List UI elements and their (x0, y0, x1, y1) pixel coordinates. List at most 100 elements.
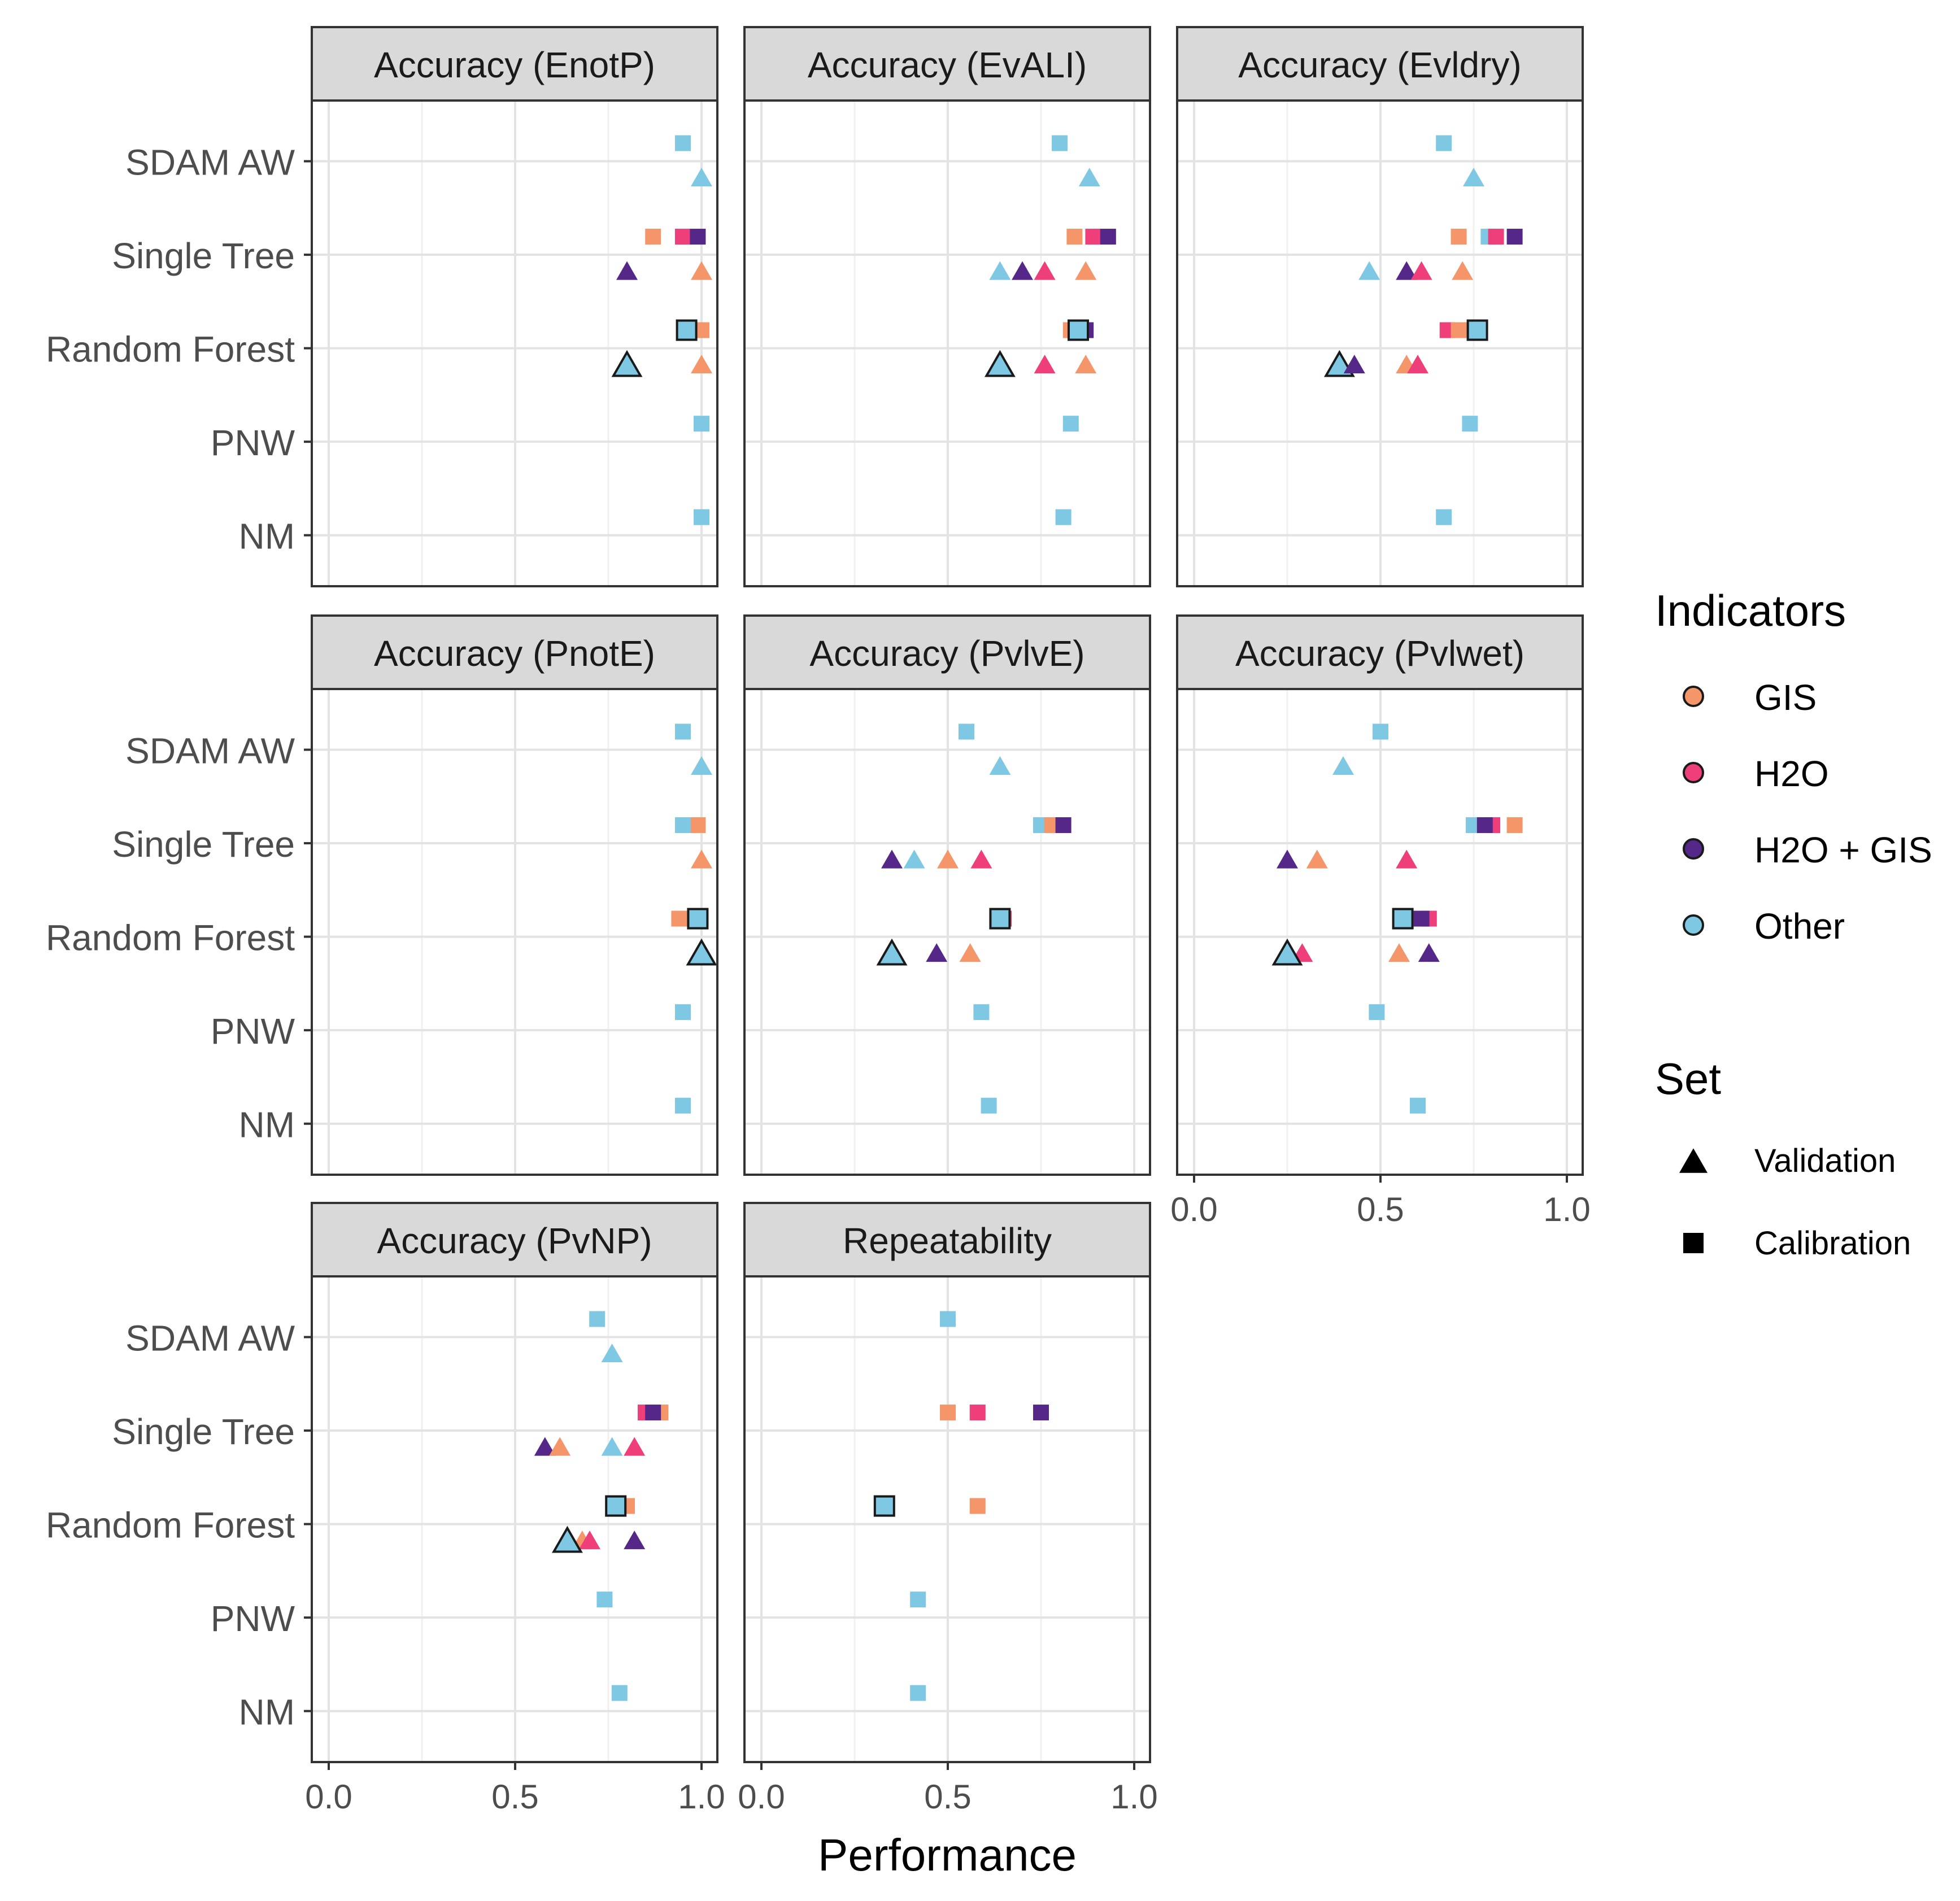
point-random-forest-calibration (605, 1495, 627, 1517)
point-single-tree-calibration (1066, 229, 1083, 245)
point-pnw-calibration (1462, 416, 1478, 432)
y-tick-label: Random Forest (46, 918, 295, 958)
point-single-tree-validation (691, 261, 712, 280)
point-sdam-aw-validation (989, 756, 1011, 775)
panel-1: Accuracy (EvALI) (743, 26, 1151, 587)
point-sdam-aw-calibration (1052, 135, 1068, 151)
point-single-tree-calibration (1506, 817, 1523, 834)
point-sdam-aw-validation (1332, 756, 1354, 775)
point-single-tree-validation (1396, 849, 1418, 869)
point-single-tree-validation (937, 849, 959, 869)
point-random-forest-validation (1075, 355, 1097, 374)
y-tick-label: Random Forest (46, 1505, 295, 1546)
point-random-forest-validation (1343, 355, 1365, 374)
legend-label: Other (1754, 906, 1845, 947)
point-random-forest-validation (1407, 355, 1428, 374)
panel-border (311, 688, 718, 1176)
point-single-tree-validation (601, 1437, 623, 1456)
x-tick-label: 0.5 (491, 1778, 538, 1816)
panel-strip (311, 614, 718, 690)
point-pnw-calibration (675, 1004, 691, 1021)
panel-title: Accuracy (PvlvE) (809, 633, 1084, 674)
point-random-forest-calibration (1451, 322, 1467, 338)
legend-label: Validation (1754, 1143, 1896, 1179)
point-sdam-aw-calibration (1373, 723, 1388, 740)
point-random-forest-calibration (989, 908, 1011, 930)
point-random-forest-validation (1418, 943, 1440, 962)
point-random-forest-calibration (687, 908, 709, 930)
point-single-tree-calibration (675, 229, 691, 245)
x-tick-label: 0.5 (1357, 1191, 1404, 1228)
panel-border (743, 99, 1151, 587)
point-single-tree-validation (1452, 261, 1474, 280)
x-tick-label: 1.0 (1110, 1778, 1157, 1816)
x-tick-label: 0.0 (305, 1778, 352, 1816)
y-tick-label: Single Tree (112, 1411, 295, 1452)
point-nm-calibration (675, 1097, 691, 1114)
point-sdam-aw-calibration (940, 1311, 956, 1327)
panel-title: Accuracy (PvNP) (377, 1220, 652, 1261)
y-tick-label: NM (238, 1692, 295, 1733)
panel-3: Accuracy (PnotE) SDAM AW Single Tree Random… (46, 614, 718, 1176)
point-random-forest-validation (691, 355, 712, 374)
point-sdam-aw-calibration (959, 723, 974, 740)
point-sdam-aw-calibration (675, 135, 691, 151)
point-single-tree-validation (989, 261, 1011, 280)
point-sdam-aw-validation (1463, 167, 1484, 187)
panel-border (311, 99, 718, 587)
y-tick-label: PNW (211, 1011, 295, 1052)
panel-strip (1176, 614, 1584, 690)
point-nm-calibration (1436, 509, 1452, 525)
point-pnw-calibration (694, 416, 709, 432)
point-sdam-aw-calibration (1436, 135, 1452, 151)
point-random-forest-validation (624, 1531, 646, 1550)
point-single-tree-validation (1410, 261, 1432, 280)
panel-2: Accuracy (Evldry) (1176, 26, 1584, 587)
point-random-forest-validation (926, 943, 948, 962)
x-tick-label: 1.0 (1543, 1191, 1590, 1228)
point-nm-calibration (910, 1685, 926, 1701)
point-random-forest-calibration (1413, 910, 1430, 927)
point-single-tree-calibration (1033, 1405, 1049, 1421)
point-pnw-calibration (973, 1004, 990, 1021)
panel-4: Accuracy (PvlvE) (743, 614, 1151, 1176)
panel-7: Repeatability 0.0 0.5 1.0 (738, 1202, 1158, 1816)
point-single-tree-validation (903, 849, 925, 869)
panel-5: Accuracy (Pvlwet) 0.0 0.5 1.0 (1170, 614, 1591, 1228)
point-single-tree-calibration (940, 1405, 956, 1421)
point-single-tree-calibration (1488, 229, 1504, 245)
panel-title: Accuracy (EvALI) (808, 45, 1087, 85)
point-single-tree-validation (1012, 261, 1033, 280)
panel-strip (311, 1202, 718, 1277)
y-tick-label: SDAM AW (125, 731, 295, 771)
point-single-tree-validation (549, 1437, 571, 1456)
legend-key-gis (1683, 686, 1704, 707)
point-sdam-aw-validation (691, 756, 712, 775)
point-sdam-aw-validation (601, 1343, 623, 1363)
panel-title: Repeatability (843, 1220, 1052, 1261)
point-single-tree-calibration (645, 1405, 661, 1421)
point-single-tree-validation (534, 1437, 556, 1456)
y-tick-label: NM (238, 516, 295, 557)
point-sdam-aw-validation (691, 167, 712, 187)
point-single-tree-validation (691, 849, 712, 869)
point-random-forest-validation (1271, 938, 1303, 966)
point-single-tree-calibration (1055, 817, 1072, 834)
point-random-forest-validation (551, 1525, 583, 1553)
point-random-forest-validation (959, 943, 981, 962)
panel-strip (743, 614, 1151, 690)
panel-title: Accuracy (Pvlwet) (1235, 633, 1525, 674)
legend-key-other (1683, 914, 1704, 936)
panel-title: Accuracy (EnotP) (374, 45, 655, 85)
point-single-tree-validation (1306, 849, 1328, 869)
y-tick-label: SDAM AW (125, 142, 295, 183)
y-tick-label: Single Tree (112, 824, 295, 865)
point-single-tree-validation (1396, 261, 1418, 280)
point-single-tree-calibration (1476, 817, 1493, 834)
panel-0: Accuracy (EnotP) SDAM AW Single Tree Random… (46, 26, 718, 587)
point-random-forest-validation (611, 350, 643, 377)
legend-label: GIS (1754, 677, 1817, 718)
point-pnw-calibration (1369, 1004, 1385, 1021)
point-sdam-aw-validation (1078, 167, 1100, 187)
point-random-forest-validation (984, 350, 1016, 377)
